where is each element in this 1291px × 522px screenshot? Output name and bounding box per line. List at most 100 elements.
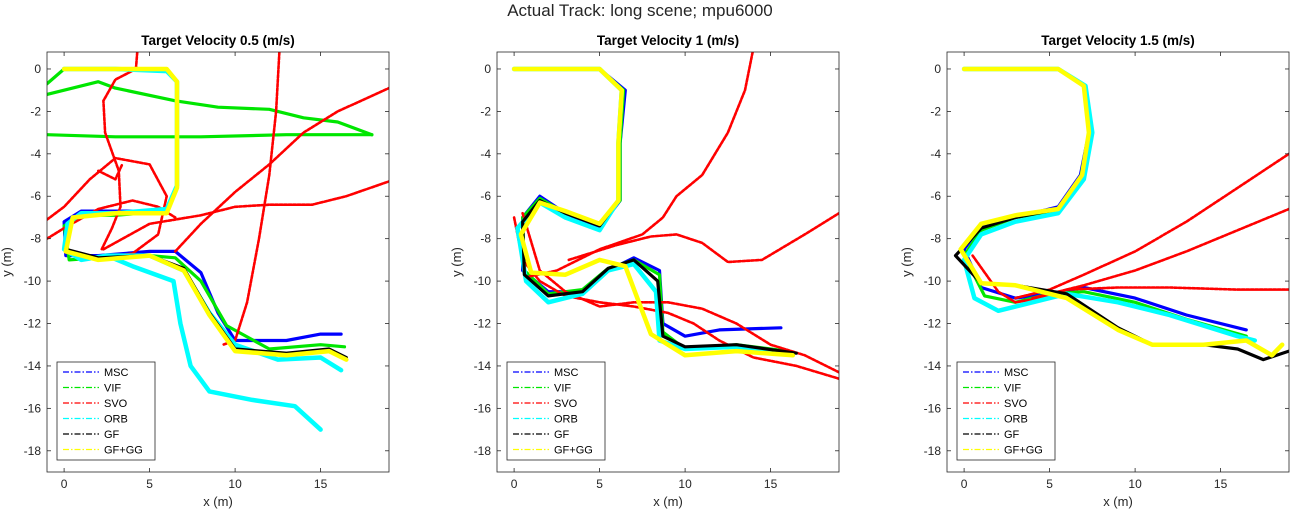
y-tick-label: -16 — [474, 401, 492, 415]
series-line-vif — [47, 133, 374, 139]
legend-label: MSC — [554, 367, 579, 379]
series-line-svo — [512, 216, 839, 380]
y-tick-label: -2 — [30, 104, 41, 118]
legend-label: SVO — [104, 398, 128, 410]
legend-box — [956, 361, 1056, 461]
series-line-svo — [521, 211, 839, 374]
legend-label: ORB — [104, 414, 128, 426]
figure-title: Actual Track: long scene; mpu6000 — [507, 1, 773, 20]
x-tick-label: 0 — [961, 477, 968, 491]
x-tick-label: 5 — [596, 477, 603, 491]
legend-label: GF+GG — [1004, 445, 1043, 457]
legend-label: SVO — [1004, 398, 1028, 410]
y-tick-label: -6 — [30, 189, 41, 203]
series-line-svo — [100, 52, 139, 251]
x-axis-label: x (m) — [653, 494, 683, 509]
y-tick-label: -6 — [930, 189, 941, 203]
y-axis-label: y (m) — [899, 247, 914, 277]
legend-label: GF+GG — [104, 445, 143, 457]
y-tick-label: -14 — [24, 359, 42, 373]
plot-lines — [953, 66, 1289, 362]
plot-lines — [511, 52, 839, 380]
legend-label: ORB — [1004, 414, 1028, 426]
legend-box — [56, 361, 156, 461]
x-tick-label: 5 — [146, 477, 153, 491]
y-tick-label: -14 — [474, 359, 492, 373]
legend-label: MSC — [104, 367, 129, 379]
y-tick-label: -10 — [474, 274, 492, 288]
subplot-1: Target Velocity 0.5 (m/s) 0 5 10 15 0 -2 -4 -6 -8… — [0, 33, 390, 509]
x-tick-label: 10 — [1128, 477, 1142, 491]
legend-label: GF+GG — [554, 445, 593, 457]
x-axis-label: x (m) — [1103, 494, 1133, 509]
y-tick-label: -10 — [24, 274, 42, 288]
x-tick-label: 15 — [1214, 477, 1228, 491]
legend-box — [506, 361, 606, 461]
y-tick-label: -18 — [474, 444, 492, 458]
legend-label: VIF — [104, 383, 121, 395]
series-line-gfgg — [958, 66, 1285, 358]
x-tick-label: 10 — [228, 477, 242, 491]
legend: MSC VIF SVO ORB GF GF+GG — [506, 361, 606, 461]
y-tick-label: -18 — [24, 444, 42, 458]
y-tick-label: -16 — [24, 401, 42, 415]
legend-label: GF — [1004, 429, 1020, 441]
series-line-svo — [526, 52, 754, 279]
subplot-title: Target Velocity 1 (m/s) — [597, 33, 739, 48]
y-tick-label: -18 — [924, 444, 942, 458]
y-tick-label: -6 — [480, 189, 491, 203]
y-tick-label: -14 — [924, 359, 942, 373]
subplot-2: Target Velocity 1 (m/s) 0 5 10 15 0 -2 -4 -6 -8 -1… — [449, 33, 840, 509]
y-tick-label: -12 — [924, 317, 942, 331]
axes-box — [496, 51, 840, 473]
x-tick-label: 15 — [314, 477, 328, 491]
series-line-svo — [567, 211, 839, 264]
axes-box — [946, 51, 1290, 473]
x-tick-label: 10 — [678, 477, 692, 491]
legend-label: VIF — [554, 383, 571, 395]
x-axis-label: x (m) — [203, 494, 233, 509]
series-line-svo — [97, 163, 124, 181]
series-line-svo — [1031, 207, 1289, 300]
series-line-svo — [174, 86, 389, 253]
axes-box — [46, 51, 390, 473]
series-line-vif — [47, 80, 374, 137]
x-tick-label: 0 — [511, 477, 518, 491]
plot-lines — [47, 52, 389, 432]
legend: MSC VIF SVO ORB GF GF+GG — [56, 361, 156, 461]
legend-label: MSC — [1004, 367, 1029, 379]
y-tick-label: -12 — [474, 317, 492, 331]
series-line-svo — [221, 52, 281, 346]
legend-label: VIF — [1004, 383, 1021, 395]
legend-label: GF — [104, 429, 120, 441]
series-line-svo — [102, 180, 389, 251]
y-tick-label: -10 — [924, 274, 942, 288]
y-tick-label: -4 — [930, 147, 941, 161]
y-tick-label: -4 — [480, 147, 491, 161]
y-tick-label: -16 — [924, 401, 942, 415]
subplot-title: Target Velocity 0.5 (m/s) — [141, 33, 295, 48]
series-line-gfgg — [511, 66, 796, 358]
y-tick-label: 0 — [484, 62, 491, 76]
x-tick-label: 5 — [1046, 477, 1053, 491]
y-axis-label: y (m) — [0, 247, 14, 277]
series-line-svo — [47, 156, 168, 260]
y-tick-label: -8 — [480, 232, 491, 246]
y-axis-label: y (m) — [449, 247, 464, 277]
legend-label: SVO — [554, 398, 578, 410]
subplots: Target Velocity 0.5 (m/s) 0 5 10 15 0 -2 -4 -6 -8… — [0, 33, 1290, 509]
x-tick-label: 0 — [61, 477, 68, 491]
subplot-title: Target Velocity 1.5 (m/s) — [1041, 33, 1195, 48]
subplot-3: Target Velocity 1.5 (m/s) 0 5 10 15 0 -2 -4 -6 -8… — [899, 33, 1290, 509]
legend-label: GF — [554, 429, 570, 441]
legend-label: ORB — [554, 414, 578, 426]
series-line-gfgg — [61, 66, 349, 362]
y-tick-label: 0 — [934, 62, 941, 76]
y-tick-label: -8 — [30, 232, 41, 246]
legend: MSC VIF SVO ORB GF GF+GG — [956, 361, 1056, 461]
y-tick-label: -4 — [30, 147, 41, 161]
y-tick-label: -8 — [930, 232, 941, 246]
y-tick-label: -2 — [930, 104, 941, 118]
x-tick-label: 15 — [764, 477, 778, 491]
